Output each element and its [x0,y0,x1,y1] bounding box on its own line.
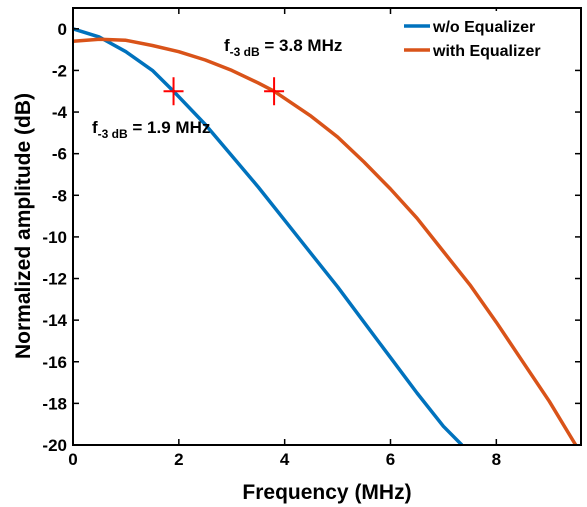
x-tick-label: 4 [280,450,290,469]
y-tick-label: -2 [52,61,67,80]
y-tick-label: -10 [42,228,67,247]
annotation-1-9: f-3 dB = 1.9 MHz [92,118,210,141]
series-line-1 [72,37,578,446]
legend-label-blue: w/o Equalizer [432,19,535,36]
y-tick-label: -20 [42,436,67,455]
y-tick-label: -6 [52,145,67,164]
tick-layer: 0 2 4 6 8 0 -2 -4 -6 -8 -10 -12 -14 -16 -18 -20 [42,8,581,469]
y-tick-label: -16 [42,353,67,372]
y-tick-label: -8 [52,186,67,205]
x-tick-label: 2 [174,450,183,469]
svg-text:f-3 dB = 1.9 MHz: f-3 dB = 1.9 MHz [92,118,210,141]
annotation-3-8-sub: -3 dB [230,45,260,59]
legend-box [400,11,580,63]
marker-3db-0 [163,77,184,106]
annotation-1-9-main: f [92,118,98,137]
annotation-3-8: f-3 dB = 3.8 MHz [224,36,342,59]
y-axis-title: Normalized amplitude (dB) [12,93,35,359]
svg-text:f-3 dB = 3.8 MHz: f-3 dB = 3.8 MHz [224,36,342,59]
marker-layer [163,77,285,106]
x-tick-label: 8 [492,450,501,469]
y-tick-label: -4 [52,103,68,122]
series-line-0 [72,27,464,447]
x-axis-title: Frequency (MHz) [242,481,411,504]
y-tick-label: -14 [42,311,67,330]
y-tick-label: 0 [58,20,67,39]
plot-frame [72,7,582,446]
legend-label-orange: with Equalizer [432,43,541,60]
x-tick-label: 6 [386,450,395,469]
annotation-1-9-sub: -3 dB [98,127,128,141]
y-tick-label: -12 [42,270,67,289]
x-tick-label: 0 [68,450,77,469]
marker-3db-1 [264,77,285,106]
annotation-3-8-rest: = 3.8 MHz [260,36,343,55]
y-tick-label: -18 [42,394,67,413]
plot-area [73,8,581,445]
annotation-1-9-rest: = 1.9 MHz [128,118,211,137]
annotation-3-8-main: f [224,36,230,55]
legend: w/o Equalizer with Equalizer [400,11,580,63]
series-layer [72,27,578,447]
